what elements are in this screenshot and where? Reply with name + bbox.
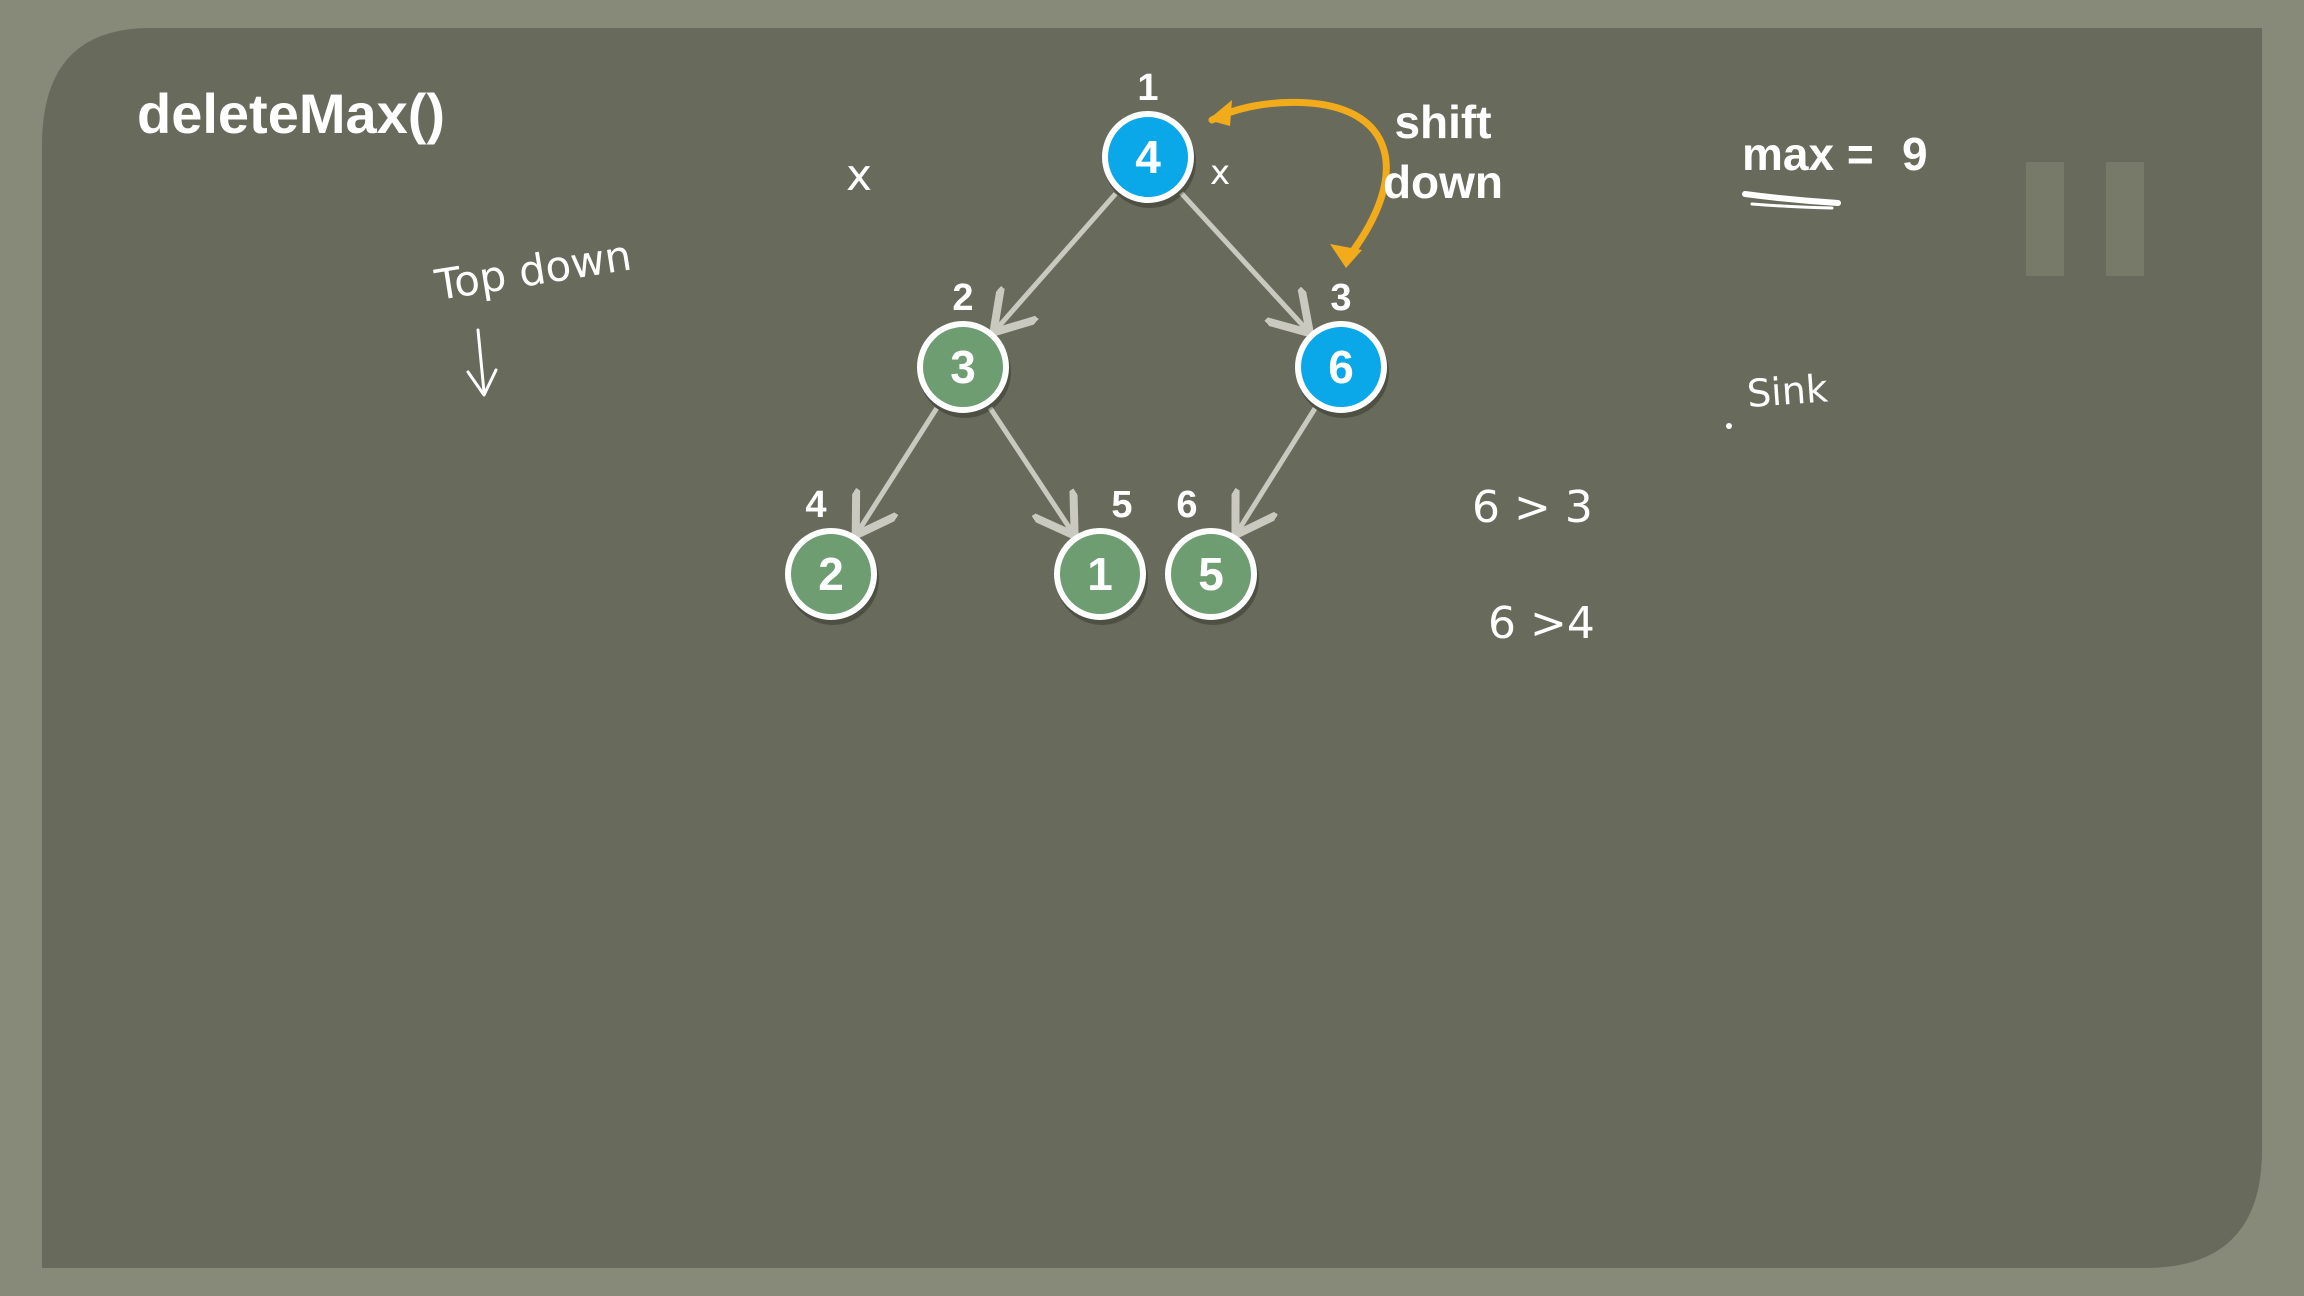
heap-node-index: 6 (1176, 484, 1197, 526)
heap-node-4: 24 (785, 484, 879, 625)
pause-icon[interactable] (2026, 162, 2144, 276)
heap-edge-1-2 (997, 192, 1118, 329)
mark-x-right: x (1210, 153, 1230, 193)
heap-node-value: 5 (1198, 548, 1224, 600)
heap-edge-3-6 (1238, 407, 1318, 530)
sink-note: Sink (1746, 366, 1830, 416)
down-label: down (1383, 156, 1503, 208)
shift-label: shift (1394, 96, 1491, 148)
heap-node-index: 3 (1330, 277, 1351, 319)
heap-node-2: 32 (917, 277, 1011, 418)
heap-node-circle (917, 321, 1009, 413)
heap-node-value: 4 (1135, 131, 1161, 183)
heap-edges (858, 191, 1318, 532)
comparison-2: 6 >4 (1488, 598, 1595, 649)
heap-node-1: 41 (1102, 67, 1196, 208)
heap-node-circle (1295, 321, 1387, 413)
shift-down-arrowhead-bottom (1330, 244, 1362, 268)
heap-node-index: 1 (1137, 67, 1158, 109)
down-arrow-icon (466, 328, 498, 397)
shift-down-arrow (1208, 98, 1390, 259)
max-underline (1742, 191, 1841, 206)
max-underline-2 (1750, 202, 1834, 210)
heap-node-5: 15 (1054, 484, 1148, 625)
heap-edge-1-3 (1179, 191, 1306, 329)
heap-node-value: 1 (1087, 548, 1113, 600)
heap-node-circle (1102, 111, 1194, 203)
heap-node-index: 4 (805, 484, 826, 526)
comparison-1: 6 > 3 (1472, 482, 1593, 533)
heap-node-3: 63 (1295, 277, 1389, 418)
board (42, 28, 2262, 1268)
heap-node-6: 56 (1165, 484, 1259, 625)
sink-dot (1726, 423, 1732, 429)
mark-x-left: x (846, 150, 872, 201)
heap-edge-2-5 (987, 406, 1072, 532)
heap-node-value: 2 (818, 548, 844, 600)
heap-node-circle (785, 528, 877, 620)
max-value: 9 (1902, 128, 1928, 180)
max-label: max = (1742, 128, 1874, 180)
heap-node-circle (1165, 528, 1257, 620)
slide-title: deleteMax() (137, 82, 445, 145)
heap-node-index: 5 (1111, 484, 1132, 526)
heap-edge-2-4 (858, 406, 939, 531)
shift-down-arrowhead-top (1208, 100, 1232, 126)
heap-node-circle (1054, 528, 1146, 620)
heap-node-index: 2 (952, 277, 973, 319)
heap-node-value: 3 (950, 341, 976, 393)
heap-node-value: 6 (1328, 341, 1354, 393)
